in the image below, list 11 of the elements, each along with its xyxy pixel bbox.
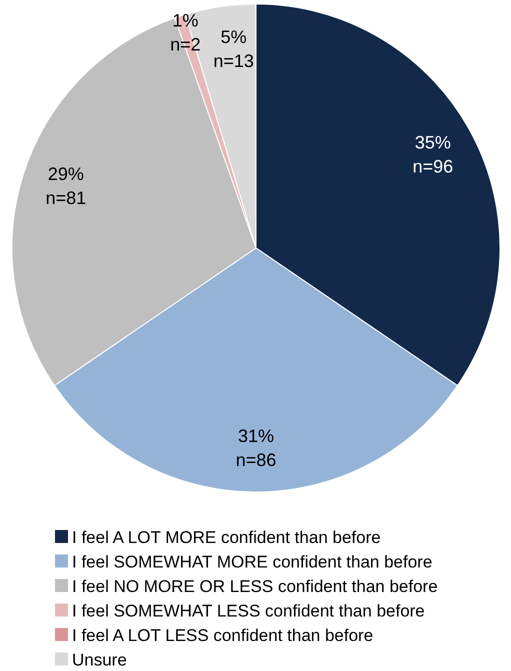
legend-label: I feel NO MORE OR LESS confident than before <box>72 577 438 596</box>
data-label: 5% n=13 <box>213 27 254 72</box>
data-label: 35% n=96 <box>412 132 454 177</box>
legend-label: Unsure <box>72 650 127 670</box>
data-label: 29% n=81 <box>46 164 86 208</box>
legend-label: I feel A LOT LESS confident than before <box>72 626 374 645</box>
legend-label: I feel SOMEWHAT LESS confident than before <box>72 602 425 620</box>
data-label: 31% n=86 <box>236 426 276 470</box>
legend-label: I feel A LOT MORE confident than before <box>72 528 381 547</box>
data-label: 1% n=2 <box>170 10 201 54</box>
legend-label: I feel SOMEWHAT MORE confident than before <box>72 552 432 572</box>
